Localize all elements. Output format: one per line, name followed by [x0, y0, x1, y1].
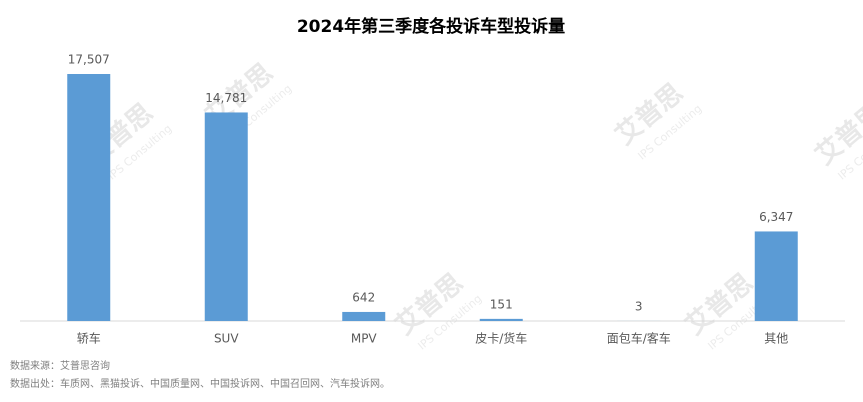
bar [754, 231, 798, 321]
chart-title: 2024年第三季度各投诉车型投诉量 [297, 16, 565, 37]
data-label: 14,781 [205, 91, 247, 105]
bar [204, 112, 248, 321]
bar [342, 311, 386, 321]
data-label: 642 [352, 290, 375, 304]
x-tick-label: MPV [351, 332, 378, 346]
data-label: 17,507 [68, 53, 110, 67]
x-tick-label: SUV [214, 332, 239, 346]
x-tick-label: 其他 [764, 332, 788, 346]
origin: 数据出处：车质网、黑猫投诉、中国质量网、中国投诉网、中国召回网、汽车投诉网。 [10, 377, 390, 390]
data-label: 3 [635, 299, 643, 313]
x-tick-label: 轿车 [77, 331, 101, 346]
x-tick-label: 面包车/客车 [607, 331, 671, 346]
x-tick-label: 皮卡/货车 [475, 331, 527, 346]
data-label: 6,347 [759, 210, 793, 224]
data-label: 151 [490, 297, 513, 311]
bar [479, 318, 523, 321]
bar [67, 74, 111, 321]
source: 数据来源：艾普思咨询 [10, 359, 110, 372]
